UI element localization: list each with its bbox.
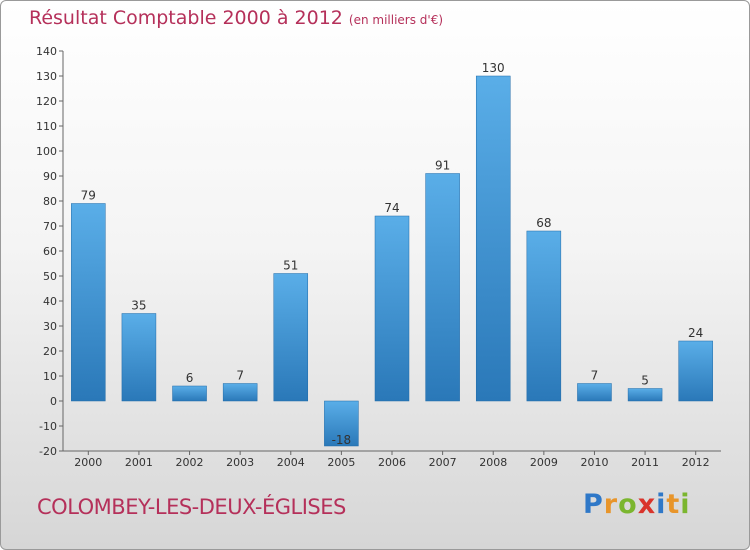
bar — [577, 383, 612, 402]
y-tick-label: 40 — [43, 295, 57, 308]
y-tick-label: -20 — [39, 445, 57, 458]
data-label: 24 — [688, 326, 703, 340]
data-label: 6 — [186, 371, 194, 385]
municipality-name: COLOMBEY-LES-DEUX-ÉGLISES — [37, 495, 346, 519]
title-text: Résultat Comptable 2000 à 2012 — [29, 7, 343, 29]
data-label: 74 — [384, 201, 399, 215]
data-label: 51 — [283, 259, 298, 273]
x-tick-label: 2006 — [378, 456, 406, 469]
bar — [526, 230, 562, 402]
y-tick-label: 30 — [43, 320, 57, 333]
y-tick-label: 90 — [43, 170, 57, 183]
y-tick-label: 70 — [43, 220, 57, 233]
x-tick-label: 2004 — [277, 456, 305, 469]
data-label: -18 — [332, 433, 352, 447]
bar — [222, 383, 258, 402]
bar — [172, 385, 207, 402]
x-tick-label: 2007 — [429, 456, 457, 469]
bar — [121, 313, 157, 402]
x-tick-label: 2003 — [226, 456, 254, 469]
chart-title: Résultat Comptable 2000 à 2012 (en millie… — [29, 7, 443, 29]
x-tick-label: 2011 — [631, 456, 659, 469]
brand-letter: o — [618, 489, 638, 520]
x-tick-label: 2012 — [682, 456, 710, 469]
brand-letter: i — [680, 489, 691, 520]
data-label: 91 — [435, 159, 450, 173]
x-tick-label: 2005 — [327, 456, 355, 469]
x-tick-label: 2008 — [479, 456, 507, 469]
y-tick-label: 110 — [36, 120, 57, 133]
brand-letter: r — [603, 489, 619, 520]
data-label: 7 — [236, 369, 244, 383]
data-label: 5 — [641, 374, 649, 388]
data-label: 7 — [591, 369, 599, 383]
data-label: 130 — [482, 61, 505, 75]
bar — [324, 400, 359, 447]
x-tick-label: 2009 — [530, 456, 558, 469]
proxiti-logo: Proxiti — [583, 489, 691, 520]
x-tick-label: 2000 — [74, 456, 102, 469]
data-label: 35 — [131, 299, 146, 313]
bar — [475, 75, 511, 402]
x-tick-label: 2002 — [176, 456, 204, 469]
y-tick-label: -10 — [39, 420, 57, 433]
x-tick-label: 2001 — [125, 456, 153, 469]
y-tick-label: 0 — [50, 395, 57, 408]
brand-letter: P — [583, 489, 604, 520]
y-tick-label: 120 — [36, 95, 57, 108]
y-tick-label: 100 — [36, 145, 57, 158]
brand-letter: t — [666, 489, 681, 520]
y-tick-label: 20 — [43, 345, 57, 358]
brand-letter: i — [656, 489, 667, 520]
data-label: 68 — [536, 216, 551, 230]
y-tick-label: 140 — [36, 45, 57, 58]
data-label: 79 — [81, 189, 96, 203]
bar — [425, 173, 460, 402]
bar — [678, 340, 713, 402]
y-tick-label: 60 — [43, 245, 57, 258]
chart-subtitle: (en milliers d'€) — [348, 13, 444, 27]
bar — [627, 388, 663, 402]
y-tick-label: 130 — [36, 70, 57, 83]
y-tick-label: 80 — [43, 195, 57, 208]
x-tick-label: 2010 — [580, 456, 608, 469]
y-tick-label: 50 — [43, 270, 57, 283]
bar — [71, 203, 106, 402]
y-tick-label: 10 — [43, 370, 57, 383]
bar — [374, 215, 410, 402]
brand-letter: x — [637, 489, 657, 520]
bar — [273, 273, 309, 402]
